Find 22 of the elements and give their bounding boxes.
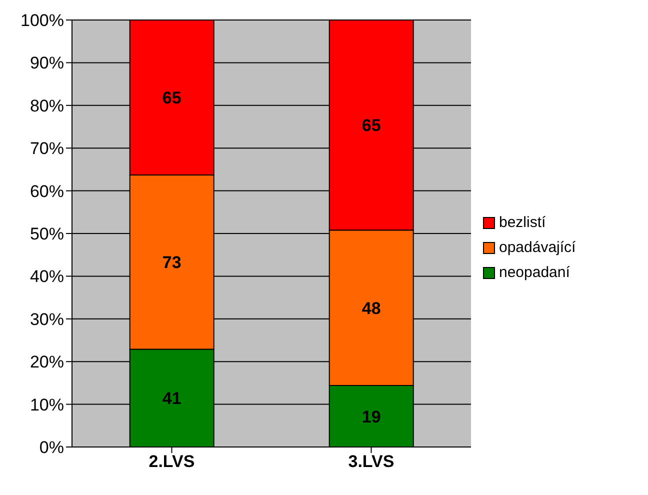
x-tick-label: 3.LVS (348, 452, 394, 472)
y-tick-label: 0% (39, 438, 64, 458)
annotation: 73 (162, 253, 182, 272)
legend-label: bezlistí (499, 214, 546, 231)
y-tick-label: 40% (30, 267, 64, 286)
annotation: 41 (162, 389, 182, 408)
annotation: 65 (362, 116, 381, 136)
legend-label: neopadaní (499, 264, 570, 281)
y-tick-label: 80% (30, 96, 64, 116)
y-tick-label: 10% (30, 395, 64, 414)
x-tick-label: 2.LVS (148, 452, 195, 472)
y-tick-label: 20% (30, 352, 64, 372)
y-tick-label: 100% (20, 11, 64, 30)
annotation: 19 (362, 407, 381, 426)
y-tick-label: 60% (30, 182, 64, 201)
y-tick-label: 90% (30, 54, 64, 73)
y-tick-label: 50% (30, 224, 64, 244)
y-tick-label: 30% (30, 310, 64, 329)
annotation: 48 (362, 298, 381, 318)
legend-label: opadávající (499, 239, 576, 256)
y-tick-label: 70% (30, 139, 64, 158)
annotation: 65 (162, 88, 182, 108)
